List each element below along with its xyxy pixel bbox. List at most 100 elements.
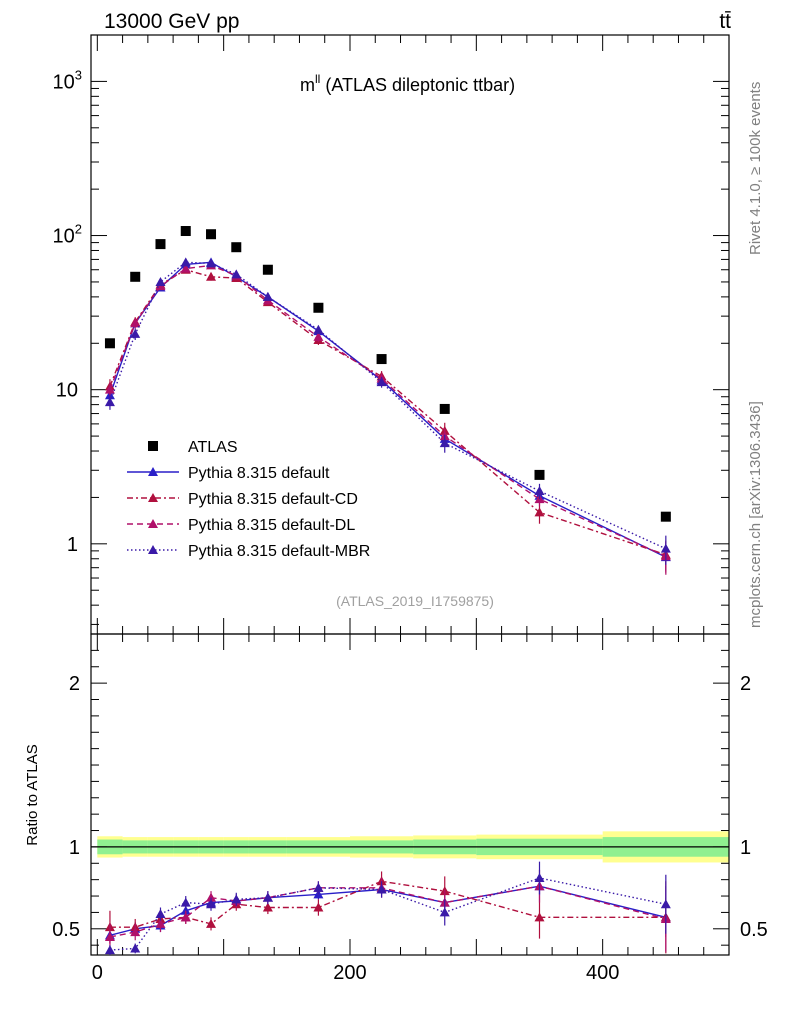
dl-point bbox=[104, 384, 115, 394]
mbr-point bbox=[313, 324, 324, 334]
legend-label-mbr: Pythia 8.315 default-MBR bbox=[188, 543, 370, 560]
cd-ratio-point bbox=[313, 902, 324, 912]
ratio-y-tick-label: 1 bbox=[69, 837, 80, 859]
main-plot-axes: 1 10 102 103 bbox=[53, 34, 730, 635]
legend-item-default: Pythia 8.315 default bbox=[127, 465, 330, 482]
cd-point bbox=[206, 271, 217, 281]
cd-ratio-point bbox=[206, 918, 217, 928]
mbr-point bbox=[180, 257, 191, 267]
mbr-ratio-point bbox=[231, 894, 242, 904]
main-plot-frame bbox=[90, 34, 730, 635]
legend-atlas-marker bbox=[148, 441, 158, 451]
x-tick-label: 0 bbox=[92, 962, 103, 984]
atlas-data-point bbox=[313, 302, 324, 313]
atlas-data-point bbox=[534, 469, 545, 480]
dl-point bbox=[313, 331, 324, 341]
mbr-line bbox=[109, 261, 667, 550]
atlas-data-point bbox=[180, 226, 191, 237]
legend-dl-marker bbox=[148, 519, 158, 528]
atlas-data-point bbox=[660, 511, 671, 522]
dl-ratio-point bbox=[104, 931, 115, 941]
ratio-y-axis-label: Ratio to ATLAS bbox=[24, 744, 41, 845]
analysis-id-label: (ATLAS_2019_I1759875) bbox=[336, 593, 494, 609]
dl-ratio-point bbox=[130, 927, 141, 937]
main-y-tick-label: 103 bbox=[53, 67, 82, 93]
process-label: tt̄ bbox=[719, 10, 731, 33]
legend-label-cd: Pythia 8.315 default-CD bbox=[188, 491, 358, 508]
ratio-y-tick-label-right: 2 bbox=[740, 673, 751, 695]
atlas-data-point bbox=[104, 338, 115, 349]
mbr-ratio-point bbox=[376, 884, 387, 894]
x-tick-label: 200 bbox=[333, 962, 366, 984]
dl-ratio-line bbox=[109, 885, 667, 938]
main-y-tick-label: 1 bbox=[67, 534, 78, 556]
ratio-plot-frame bbox=[90, 633, 730, 956]
mbr-ratio-point bbox=[313, 882, 324, 892]
atlas-data-point bbox=[206, 229, 217, 240]
mbr-point bbox=[231, 269, 242, 279]
legend-label-dl: Pythia 8.315 default-DL bbox=[188, 517, 355, 534]
mbr-ratio-point bbox=[155, 909, 166, 919]
title-rest: (ATLAS dileptonic ttbar) bbox=[320, 75, 515, 95]
mbr-ratio-point bbox=[439, 907, 450, 917]
mcplots-credit-label: mcplots.cern.ch [arXiv:1306.3436] bbox=[747, 401, 764, 628]
dl-ratio-point bbox=[206, 892, 217, 902]
mbr-point bbox=[534, 486, 545, 496]
atlas-data-point bbox=[130, 271, 141, 282]
dl-ratio-point bbox=[155, 918, 166, 928]
legend-item-cd: Pythia 8.315 default-CD bbox=[127, 491, 358, 508]
mbr-ratio-point bbox=[262, 892, 273, 902]
ratio-y-tick-label-right: 0.5 bbox=[740, 919, 768, 941]
default-line bbox=[109, 261, 667, 558]
dl-ratio-point bbox=[180, 912, 191, 922]
cd-line bbox=[109, 268, 667, 556]
main-y-tick-label: 10 bbox=[56, 380, 78, 402]
legend-item-dl: Pythia 8.315 default-DL bbox=[127, 517, 355, 534]
mbr-point bbox=[439, 438, 450, 448]
dl-point bbox=[180, 263, 191, 273]
ratio-y-tick-label-right: 1 bbox=[740, 837, 751, 859]
legend-label-default: Pythia 8.315 default bbox=[188, 465, 330, 482]
legend-item-atlas: ATLAS bbox=[148, 439, 238, 456]
legend-label-atlas: ATLAS bbox=[188, 439, 238, 456]
mbr-point bbox=[262, 291, 273, 301]
main-plot-title: mll (ATLAS dileptonic ttbar) bbox=[300, 72, 515, 95]
energy-label: 13000 GeV pp bbox=[104, 10, 239, 33]
mbr-ratio-point bbox=[534, 873, 545, 883]
atlas-data-point bbox=[262, 264, 273, 275]
mbr-ratio-point bbox=[180, 897, 191, 907]
dl-point bbox=[130, 318, 141, 328]
legend-cd-marker bbox=[148, 493, 158, 502]
cd-ratio-line bbox=[109, 880, 666, 928]
mbr-point bbox=[376, 377, 387, 387]
cd-ratio-point bbox=[534, 912, 545, 922]
mbr-point bbox=[104, 397, 115, 407]
legend: ATLAS Pythia 8.315 default Pythia 8.315 … bbox=[127, 439, 370, 560]
ratio-plot-series bbox=[104, 861, 671, 955]
mbr-ratio-point bbox=[104, 945, 115, 955]
mbr-point bbox=[206, 258, 217, 268]
dl-line bbox=[109, 264, 667, 557]
legend-default-marker bbox=[148, 467, 158, 476]
ratio-uncertainty-bands bbox=[91, 831, 729, 863]
legend-item-mbr: Pythia 8.315 default-MBR bbox=[127, 543, 370, 560]
main-plot-series bbox=[104, 226, 671, 575]
ratio-y-tick-label: 0.5 bbox=[52, 919, 80, 941]
mbr-ratio-line bbox=[109, 877, 666, 951]
legend-mbr-marker bbox=[148, 545, 158, 554]
mbr-point bbox=[660, 543, 671, 553]
mbr-ratio-point bbox=[660, 899, 671, 909]
atlas-data-point bbox=[155, 239, 166, 250]
cd-point bbox=[534, 507, 545, 517]
cd-ratio-point bbox=[262, 902, 273, 912]
atlas-data-point bbox=[376, 354, 387, 365]
title-superscript: ll bbox=[315, 72, 320, 86]
atlas-data-point bbox=[439, 403, 450, 414]
ratio-y-tick-label: 2 bbox=[69, 673, 80, 695]
main-y-tick-label: 102 bbox=[53, 222, 82, 248]
rivet-version-label: Rivet 4.1.0, ≥ 100k events bbox=[747, 82, 764, 255]
default-ratio-line bbox=[109, 885, 666, 937]
mbr-ratio-point bbox=[206, 899, 217, 909]
